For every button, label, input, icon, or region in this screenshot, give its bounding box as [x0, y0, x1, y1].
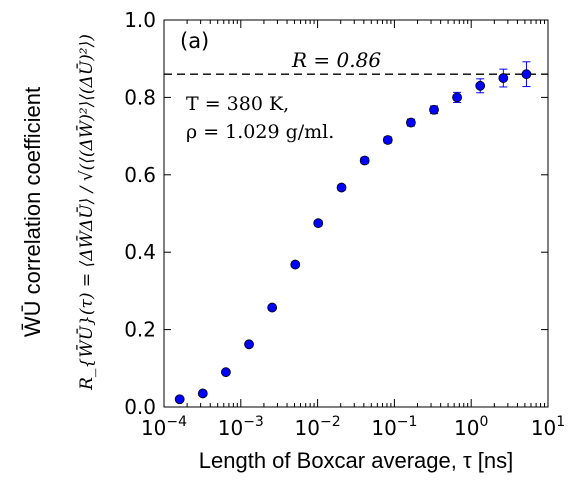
- data-point: [197, 388, 208, 399]
- data-point: [221, 367, 231, 378]
- data-point: [336, 182, 347, 193]
- x-tick-label: 10−3: [218, 414, 264, 440]
- x-tick-label: 10−1: [371, 414, 417, 440]
- y-axis-label-formula: R_{W̄Ū}(τ) = ⟨ΔW̄ΔŪ⟩ / √(⟨(ΔW̄)²⟩⟨(ΔŪ)²⟩…: [75, 34, 97, 391]
- x-axis-label: Length of Boxcar average, τ [ns]: [199, 448, 513, 473]
- annotation-temperature: T = 380 K,: [186, 93, 289, 115]
- plot-layer: [163, 19, 549, 408]
- data-point: [452, 92, 462, 103]
- panel-label: (a): [180, 29, 209, 53]
- y-axis-label-primary: W̄Ū correlation coefficient: [20, 87, 45, 337]
- y-tick-label: 0.8: [124, 85, 156, 109]
- x-tick-label: 10−4: [141, 414, 187, 440]
- data-point: [313, 218, 324, 229]
- data-point: [521, 69, 532, 80]
- data-point: [359, 155, 370, 166]
- annotation-density: ρ = 1.029 g/ml.: [186, 121, 334, 143]
- data-point: [267, 302, 278, 313]
- data-point: [475, 80, 486, 91]
- data-point: [498, 73, 509, 83]
- data-point: [405, 117, 416, 128]
- data-point: [382, 135, 393, 145]
- data-point: [290, 259, 301, 270]
- x-tick-label: 10−2: [295, 414, 341, 440]
- y-tick-label: 0.0: [124, 395, 156, 419]
- y-tick-label: 1.0: [124, 8, 156, 32]
- data-point: [174, 394, 185, 405]
- x-tick-label: 101: [531, 414, 565, 440]
- labels-layer: (a) R = 0.86 T = 380 K, ρ = 1.029 g/ml. …: [20, 29, 513, 473]
- data-point: [429, 104, 439, 115]
- y-tick-label: 0.2: [124, 318, 156, 342]
- y-tick-label: 0.4: [124, 240, 156, 264]
- x-tick-label: 100: [454, 414, 488, 440]
- reference-line-label: R = 0.86: [291, 48, 381, 72]
- ticks-layer: 0.0 0.2 0.4 0.6 0.8 1.0 10−4 10−3 10−2 10−1 100 101: [124, 8, 565, 440]
- y-tick-label: 0.6: [124, 163, 156, 187]
- data-point: [244, 339, 254, 350]
- plot-frame: [163, 19, 549, 408]
